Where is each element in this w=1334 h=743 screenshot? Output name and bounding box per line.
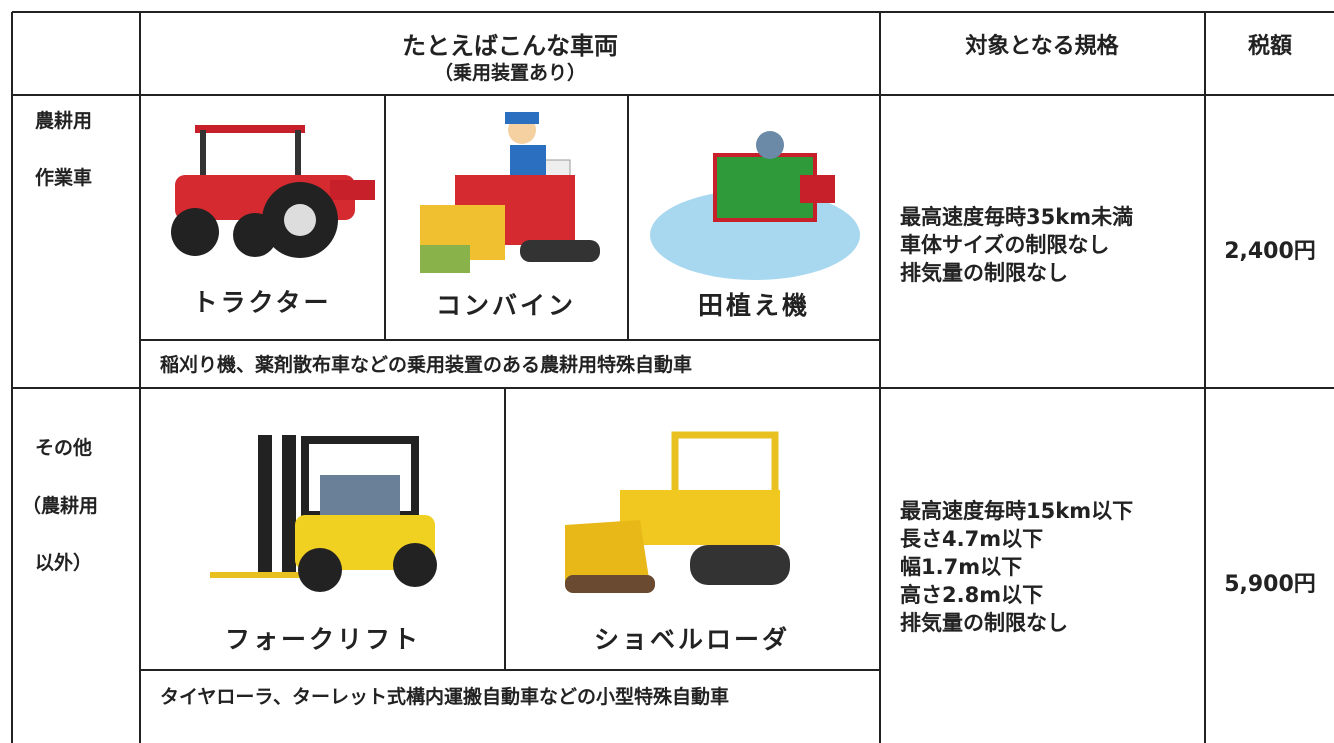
- note: 稲刈り機、薬剤散布車などの乗用装置のある農耕用特殊自動車: [160, 354, 693, 376]
- spec-line: 幅1.7m以下: [900, 555, 1023, 579]
- vehicle-label: フォークリフト: [224, 625, 422, 654]
- category-line: 農耕用: [35, 110, 93, 132]
- note: タイヤローラ、ターレット式構内運搬自動車などの小型特殊自動車: [160, 686, 730, 708]
- spec-line: 排気量の制限なし: [900, 261, 1068, 285]
- rice-planter-illustration: [650, 131, 860, 280]
- header-tax: 税額: [1247, 34, 1293, 59]
- spec-line: 車体サイズの制限なし: [900, 233, 1110, 257]
- spec-line: 長さ4.7m以下: [900, 527, 1044, 551]
- vehicle-label: ショベルローダ: [593, 625, 791, 654]
- vehicle-label: トラクター: [192, 288, 332, 317]
- category-line: 以外）: [35, 552, 93, 574]
- header-spec: 対象となる規格: [965, 34, 1119, 59]
- spec-line: 最高速度毎時15km以下: [900, 499, 1134, 523]
- category-line: （農耕用: [22, 495, 99, 517]
- header-subtitle: （乗用装置あり）: [433, 62, 587, 84]
- vehicle-label: コンバイン: [435, 291, 577, 320]
- tractor-illustration: [171, 125, 375, 258]
- header-title: たとえばこんな車両: [402, 32, 618, 60]
- spec-line: 高さ2.8m以下: [900, 583, 1044, 607]
- spec-line: 最高速度毎時35km未満: [900, 205, 1134, 229]
- spec-line: 排気量の制限なし: [900, 611, 1068, 635]
- category-line: その他: [35, 437, 93, 459]
- combine-illustration: [420, 112, 600, 273]
- shovel-loader-illustration: [565, 431, 790, 593]
- vehicle-label: 田植え機: [697, 291, 811, 320]
- tax-value: 2,400円: [1224, 239, 1316, 264]
- category-line: 作業車: [35, 167, 93, 189]
- tax-value: 5,900円: [1224, 572, 1316, 597]
- forklift-illustration: [210, 435, 437, 592]
